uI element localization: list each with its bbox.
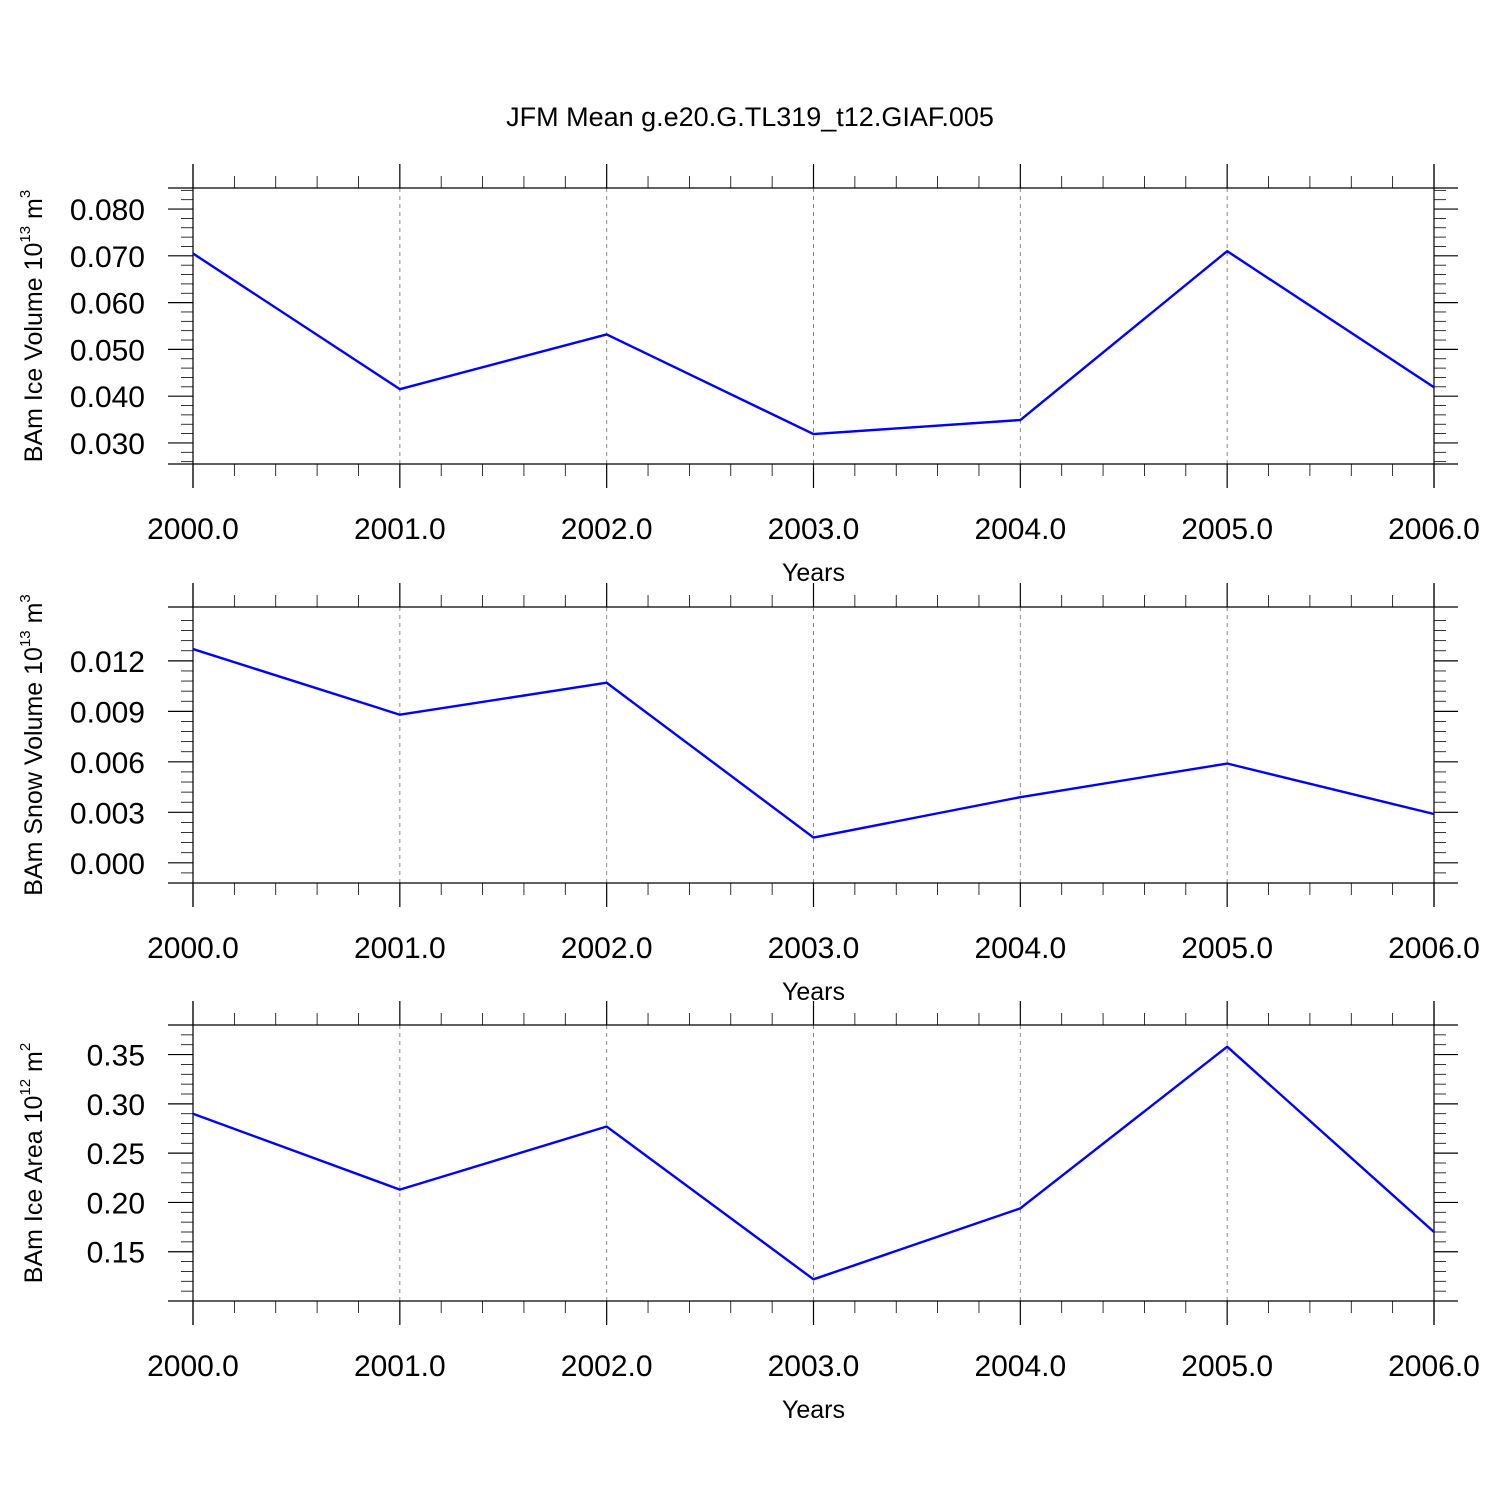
y-axis-title-unit: m [20, 198, 48, 226]
x-tick-label: 2004.0 [974, 932, 1066, 965]
x-axis-title: Years [782, 559, 845, 587]
x-tick-label: 2005.0 [1181, 932, 1273, 965]
x-tick-label: 2006.0 [1388, 1350, 1480, 1383]
y-tick-label: 0.012 [70, 646, 145, 679]
x-tick-label: 2004.0 [974, 1350, 1066, 1383]
y-axis-title-unit-exponent: 3 [17, 594, 34, 602]
y-tick-label: 0.080 [70, 194, 145, 227]
y-axis-title-text: BAm Snow Volume 10 [20, 647, 48, 896]
x-tick-label: 2000.0 [147, 1350, 239, 1383]
y-tick-label: 0.20 [87, 1187, 145, 1220]
x-tick-label: 2005.0 [1181, 513, 1273, 546]
chart-panel-3: 2000.0 2001.0 2002.0 2003.0 2004.0 2005.0 2006… [17, 1001, 1480, 1424]
y-tick-label: 0.30 [87, 1089, 145, 1122]
y-tick-label: 0.25 [87, 1138, 145, 1171]
panels: 2000.0 2001.0 2002.0 2003.0 2004.0 2005.0 2006… [17, 164, 1480, 1424]
y-tick-label: 0.003 [70, 797, 145, 830]
y-axis-title: BAm Ice Area 1012 m2 [17, 1043, 48, 1283]
y-tick-label: 0.006 [70, 747, 145, 780]
y-tick-label: 0.050 [70, 334, 145, 367]
y-axis-title-unit: m [20, 603, 48, 631]
x-tick-label: 2002.0 [561, 513, 653, 546]
y-axis-title-unit: m [20, 1051, 48, 1079]
x-tick-label: 2006.0 [1388, 513, 1480, 546]
y-tick-label: 0.070 [70, 241, 145, 274]
x-tick-label: 2004.0 [974, 513, 1066, 546]
x-tick-label: 2001.0 [354, 932, 446, 965]
y-axis-title: BAm Ice Volume 1013 m3 [17, 190, 48, 462]
y-axis-title-exponent: 13 [17, 226, 34, 243]
y-axis-title: BAm Snow Volume 1013 m3 [17, 594, 48, 896]
y-axis-title-unit-exponent: 2 [17, 1043, 34, 1051]
y-tick-label: 0.060 [70, 288, 145, 321]
x-tick-label: 2002.0 [561, 932, 653, 965]
x-tick-label: 2003.0 [768, 932, 860, 965]
y-tick-label: 0.15 [87, 1237, 145, 1270]
y-axis-title-exponent: 12 [17, 1079, 34, 1096]
x-tick-label: 2000.0 [147, 513, 239, 546]
x-tick-label: 2003.0 [768, 1350, 860, 1383]
chart-panel-1: 2000.0 2001.0 2002.0 2003.0 2004.0 2005.0 2006… [17, 164, 1480, 587]
y-tick-label: 0.030 [70, 428, 145, 461]
y-tick-label: 0.000 [70, 848, 145, 881]
x-tick-label: 2006.0 [1388, 932, 1480, 965]
y-axis-title-text: BAm Ice Area 10 [20, 1096, 48, 1284]
x-tick-label: 2001.0 [354, 513, 446, 546]
y-tick-label: 0.040 [70, 381, 145, 414]
x-tick-label: 2002.0 [561, 1350, 653, 1383]
y-axis-title-exponent: 13 [17, 630, 34, 647]
chart-panel-2: 2000.0 2001.0 2002.0 2003.0 2004.0 2005.0 2006… [17, 583, 1480, 1006]
x-tick-label: 2000.0 [147, 932, 239, 965]
y-axis-title-unit-exponent: 3 [17, 190, 34, 198]
x-tick-label: 2003.0 [768, 513, 860, 546]
x-tick-label: 2005.0 [1181, 1350, 1273, 1383]
y-tick-label: 0.35 [87, 1040, 145, 1073]
figure-title: JFM Mean g.e20.G.TL319_t12.GIAF.005 [506, 102, 994, 132]
x-tick-label: 2001.0 [354, 1350, 446, 1383]
y-axis-title-text: BAm Ice Volume 10 [20, 243, 48, 463]
x-axis-title: Years [782, 1396, 845, 1424]
y-tick-label: 0.009 [70, 696, 145, 729]
